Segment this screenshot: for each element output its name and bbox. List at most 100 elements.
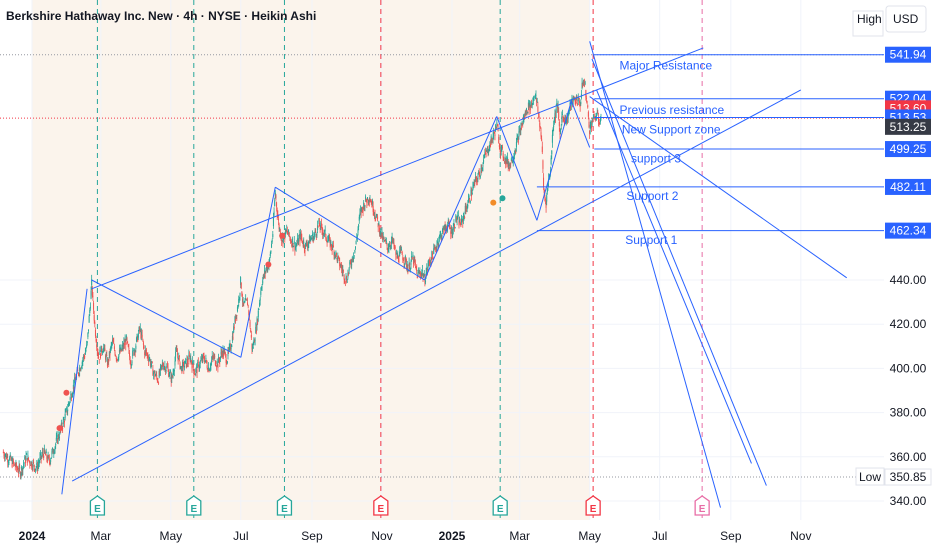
candle-body xyxy=(262,280,264,284)
candle-body xyxy=(412,254,414,257)
candle-body xyxy=(223,351,225,356)
candle-body xyxy=(43,448,45,453)
candle-body xyxy=(453,223,455,226)
candle-body xyxy=(528,106,530,112)
candle-body xyxy=(573,99,575,101)
currency-label[interactable]: USD xyxy=(893,12,919,26)
candle-body xyxy=(456,219,458,221)
candle-body xyxy=(206,360,208,363)
candle-body xyxy=(36,466,38,471)
candle-body xyxy=(188,354,190,359)
candle-body xyxy=(515,151,517,153)
candle-body xyxy=(273,211,275,215)
candle-body xyxy=(154,373,156,377)
candle-body xyxy=(565,122,567,124)
candle-body xyxy=(353,257,355,259)
candle-body xyxy=(447,220,449,223)
candle-body xyxy=(532,98,534,101)
candle-body xyxy=(168,375,170,377)
candle-body xyxy=(96,344,98,348)
candle-body xyxy=(32,461,34,466)
candle-body xyxy=(15,461,17,465)
candle-body xyxy=(286,230,288,233)
candle-body xyxy=(526,108,528,112)
candle-body xyxy=(226,363,228,365)
candle-body xyxy=(113,343,115,344)
candle-body xyxy=(335,251,337,255)
candle-body xyxy=(502,152,504,158)
candle-body xyxy=(375,217,377,220)
candle-body xyxy=(230,348,232,349)
candle-body xyxy=(259,298,261,301)
candle-body xyxy=(187,363,189,364)
candle-body xyxy=(405,257,407,259)
candle-body xyxy=(27,455,29,460)
candle-body xyxy=(460,225,462,227)
candle-body xyxy=(549,177,551,178)
candle-body xyxy=(441,235,443,238)
candle-body xyxy=(150,364,152,366)
candle-body xyxy=(348,267,350,271)
candle-body xyxy=(346,281,348,283)
candle-body xyxy=(58,436,60,438)
candle-body xyxy=(189,358,191,362)
candle-body xyxy=(582,84,584,86)
candle-body xyxy=(586,100,588,104)
candle-body xyxy=(293,246,295,248)
candle-body xyxy=(117,359,119,361)
price-badge xyxy=(885,118,931,135)
candle-body xyxy=(190,358,192,360)
candle-body xyxy=(546,195,548,202)
candle-body xyxy=(108,351,110,357)
candle-body xyxy=(475,177,477,178)
candle-body xyxy=(154,375,156,377)
candle-body xyxy=(443,224,445,230)
candle-body xyxy=(339,261,341,267)
candle-body xyxy=(177,353,179,355)
candle-body xyxy=(496,124,498,127)
candle-body xyxy=(25,455,27,460)
candle-body xyxy=(223,350,225,354)
candle-body xyxy=(213,356,215,358)
candle-body xyxy=(139,327,141,329)
candle-body xyxy=(599,124,601,125)
candle-body xyxy=(131,361,133,364)
signal-dot xyxy=(490,199,497,206)
candle-body xyxy=(473,184,475,186)
candle-body xyxy=(582,81,584,84)
candle-body xyxy=(592,114,594,119)
candle-body xyxy=(419,272,421,274)
candle-body xyxy=(329,242,331,248)
candle-body xyxy=(295,246,297,249)
levels: Major Resistance Previous resistance New S… xyxy=(536,54,884,247)
candle-body xyxy=(432,257,434,260)
candle-body xyxy=(221,352,223,354)
candle-body xyxy=(127,341,129,343)
candle-body xyxy=(493,131,495,135)
candle-body xyxy=(488,152,490,153)
candle-body xyxy=(561,116,563,123)
candle-body xyxy=(510,163,512,165)
candle-body xyxy=(119,351,121,353)
candle-body xyxy=(190,360,192,363)
candle-body xyxy=(136,334,138,336)
candle-body xyxy=(120,347,122,351)
candle-body xyxy=(320,222,322,226)
candle-body xyxy=(55,443,57,446)
candle-body xyxy=(299,237,301,242)
level-label: New Support zone xyxy=(622,123,721,137)
candle-body xyxy=(220,351,222,355)
candle-body xyxy=(598,122,600,124)
candle-body xyxy=(327,240,329,242)
candle-body xyxy=(159,372,161,375)
candle-body xyxy=(283,236,285,241)
candle-body xyxy=(490,136,492,142)
price-badge-label: 513.25 xyxy=(890,120,927,134)
candle-body xyxy=(317,225,319,230)
candle-body xyxy=(106,355,108,357)
candle-body xyxy=(558,122,560,127)
candle-body xyxy=(419,273,421,275)
candle-body xyxy=(37,464,39,468)
candle-body xyxy=(486,147,488,149)
